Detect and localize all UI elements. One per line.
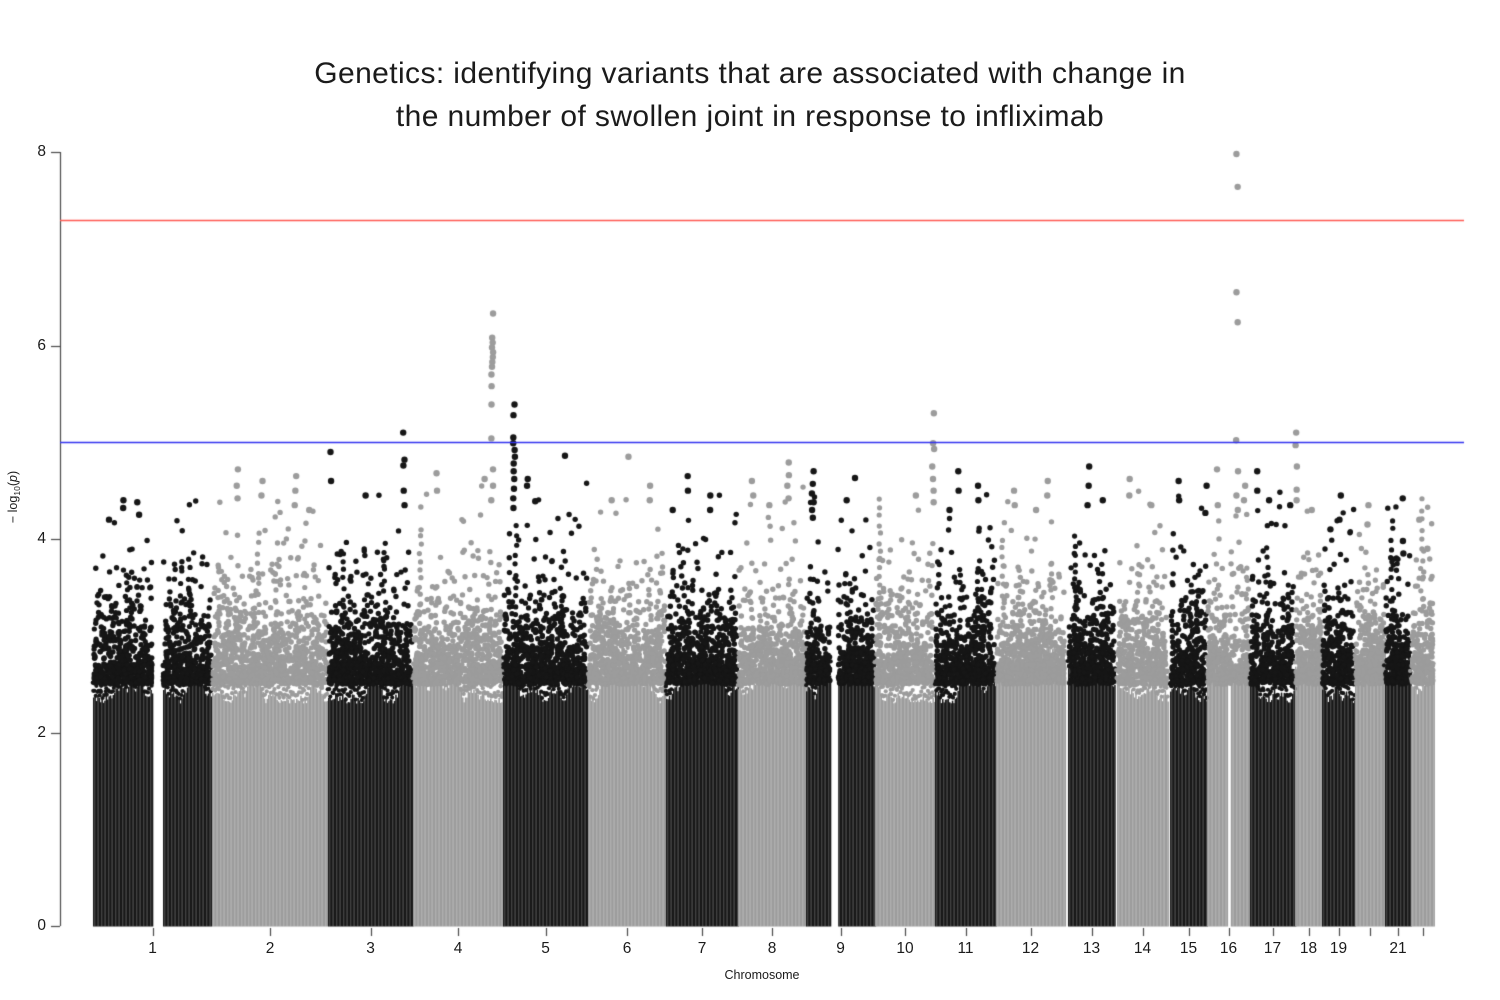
y-axis-label-paren-open: (	[6, 482, 20, 487]
y-axis-label-subscript: 10	[12, 486, 22, 496]
x-tick-label: 15	[1179, 940, 1198, 957]
y-axis-label-variable: p	[6, 475, 20, 483]
x-tick-label: 13	[1082, 940, 1101, 957]
x-tick-label: 19	[1329, 940, 1348, 957]
y-axis-label: − log10(p)	[6, 471, 22, 523]
chart-title-line1: Genetics: identifying variants that are …	[314, 57, 1186, 90]
y-tick-label: 0	[37, 917, 46, 934]
x-tick-label: 5	[541, 940, 550, 957]
x-tick-label: 6	[622, 940, 632, 957]
y-tick-label: 4	[37, 530, 46, 547]
y-axis-label-prefix: − log	[6, 495, 20, 524]
x-tick-label: 7	[697, 940, 707, 957]
x-tick-label: 12	[1021, 940, 1040, 957]
x-tick-label: 14	[1133, 940, 1152, 957]
y-tick-label: 8	[37, 143, 46, 160]
x-tick-label: 4	[453, 940, 463, 957]
y-axis-label-paren-close: )	[6, 470, 20, 476]
x-tick-label: 8	[767, 940, 777, 957]
y-tick-label: 2	[37, 723, 46, 741]
x-tick-label: 1	[148, 940, 157, 957]
chart-title: Genetics: identifying variants that are …	[0, 52, 1500, 138]
x-tick-label: 16	[1219, 940, 1238, 957]
x-tick-label: 11	[957, 940, 974, 957]
y-tick-label: 6	[37, 336, 46, 354]
x-tick-label: 17	[1263, 940, 1282, 957]
x-tick-label: 2	[265, 940, 275, 957]
x-tick-label: 18	[1299, 940, 1318, 957]
x-tick-label: 21	[1389, 940, 1407, 957]
x-tick-label: 3	[366, 940, 375, 957]
x-tick-label: 10	[896, 940, 914, 957]
x-tick-label: 9	[836, 940, 845, 957]
chart-title-line2: the number of swollen joint in response …	[395, 100, 1105, 133]
x-axis-label: Chromosome	[724, 968, 800, 982]
